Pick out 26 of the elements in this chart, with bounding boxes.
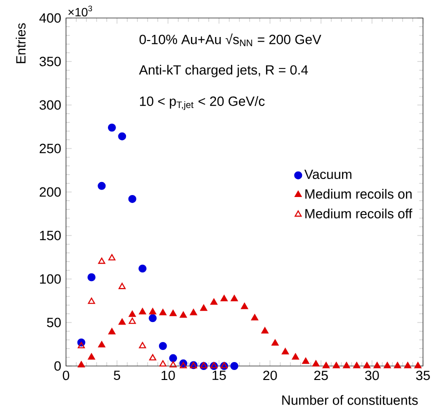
legend-label: Vacuum	[304, 170, 352, 180]
annotation: 0-10% Au+Au √s$_{NN}$ = 200 GeV	[140, 34, 322, 46]
y-axis-title: Entries	[16, 23, 26, 64]
y-tick-label: 400	[39, 13, 61, 23]
x-axis-title: Number of constituents	[282, 395, 418, 405]
legend-label: Medium recoils on	[305, 188, 412, 199]
y-tick-label: 350	[40, 56, 61, 66]
y-tick-label: 200	[40, 187, 61, 197]
text: ×10$^{3}$	[68, 6, 92, 16]
annotation: Anti-kT charged jets, R = 0.4	[139, 64, 308, 78]
y-tick-label: 50	[47, 318, 61, 328]
x-tick-label: 5	[114, 370, 120, 380]
x-tick-label: 20	[263, 370, 277, 380]
legend-label: Medium recoils off	[305, 208, 412, 218]
y-tick-label: 250	[40, 144, 61, 154]
y-tick-label: 100	[40, 274, 61, 284]
y-tick-label: 150	[40, 230, 61, 240]
x-tick-label: 35	[416, 370, 430, 380]
x-tick-label: 30	[365, 370, 379, 380]
x-tick-label: 25	[314, 370, 328, 380]
y-tick-label: 0	[54, 361, 61, 371]
x-tick-label: 0	[62, 370, 70, 380]
x-tick-label: 15	[212, 370, 226, 380]
annotation: 10 < p$_{T,jet}$ < 20 GeV/c	[140, 96, 265, 110]
x-tick-label: 10	[162, 370, 175, 380]
y-tick-label: 300	[40, 100, 61, 110]
